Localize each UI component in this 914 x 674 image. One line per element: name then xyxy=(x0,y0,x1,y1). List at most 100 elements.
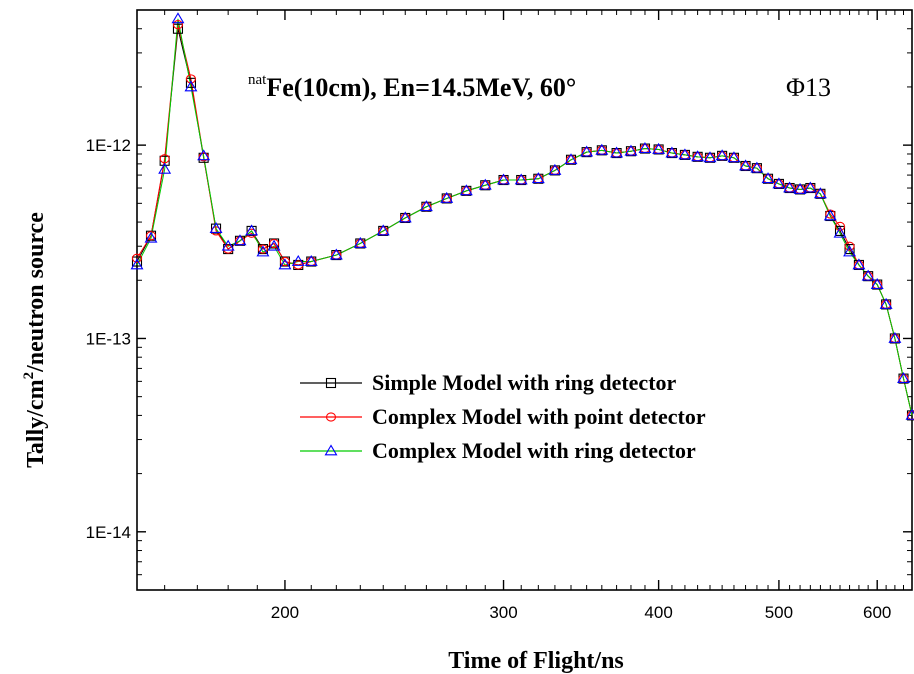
y-axis-title-rest: /neutron source xyxy=(23,212,49,373)
data-point xyxy=(739,159,753,171)
series-3 xyxy=(136,18,913,416)
annotation-label: Φ13 xyxy=(786,73,831,102)
y-axis-title-superscript: 2 xyxy=(21,372,37,380)
data-point xyxy=(257,244,268,254)
data-point xyxy=(184,80,198,92)
x-axis-title: Time of Flight/ns xyxy=(448,648,624,674)
data-point xyxy=(304,254,318,266)
data-point xyxy=(459,184,473,196)
legend: Simple Model with ring detector Complex M… xyxy=(300,370,706,463)
data-point xyxy=(171,12,185,24)
data-point xyxy=(478,178,492,190)
data-point xyxy=(221,239,235,251)
series-markers-3 xyxy=(130,12,914,420)
data-point xyxy=(440,191,454,203)
data-point xyxy=(548,163,562,175)
data-point xyxy=(144,231,158,243)
data-point xyxy=(638,141,652,153)
data-point xyxy=(905,408,914,420)
x-tick-label: 600 xyxy=(863,603,891,622)
data-point xyxy=(256,245,270,257)
data-point xyxy=(398,211,412,223)
data-point xyxy=(665,146,679,158)
data-point xyxy=(514,173,528,185)
data-point xyxy=(870,277,884,289)
data-point xyxy=(703,151,717,163)
data-point xyxy=(803,181,817,193)
y-tick-label: 1E-12 xyxy=(86,136,131,155)
legend-marker xyxy=(325,377,337,389)
y-tick-label: 1E-13 xyxy=(86,329,131,348)
data-point xyxy=(691,150,705,162)
data-point xyxy=(131,256,143,267)
data-point xyxy=(269,238,280,249)
series-line xyxy=(136,18,913,416)
x-tick-label: 300 xyxy=(489,603,517,622)
data-point xyxy=(497,173,510,185)
data-point xyxy=(844,244,855,255)
data-point xyxy=(209,222,223,234)
legend-label: Complex Model with point detector xyxy=(372,404,706,429)
data-point xyxy=(580,145,594,157)
title-superscript: nat xyxy=(248,72,267,88)
data-point xyxy=(761,172,775,184)
plot-area-border xyxy=(136,9,913,591)
data-point xyxy=(158,162,172,174)
data-point xyxy=(727,151,741,163)
data-point xyxy=(172,23,184,34)
data-point xyxy=(861,269,875,281)
y-axis: 1E-14 1E-13 1E-12 xyxy=(86,9,912,591)
data-point xyxy=(172,20,184,30)
y-tick-label: 1E-14 xyxy=(86,523,131,542)
data-point xyxy=(652,142,666,154)
data-point xyxy=(233,234,247,246)
x-tick-label: 500 xyxy=(765,603,793,622)
data-point xyxy=(813,187,827,199)
x-axis: 200 300 400 500 600 xyxy=(164,10,913,622)
data-point xyxy=(185,74,197,84)
data-point xyxy=(888,331,902,343)
data-point xyxy=(834,225,846,236)
data-point xyxy=(844,241,855,251)
data-point xyxy=(353,236,367,248)
data-point xyxy=(531,172,545,184)
data-point xyxy=(834,221,846,231)
data-point xyxy=(267,239,281,251)
y-axis-title-main: Tally/cm xyxy=(23,379,49,467)
legend-marker xyxy=(324,444,338,456)
title-main: Fe(10cm), En=14.5MeV, 60° xyxy=(266,73,576,102)
data-point xyxy=(715,149,729,161)
data-point xyxy=(130,258,144,270)
data-point xyxy=(278,258,292,270)
data-point xyxy=(772,177,786,189)
data-point xyxy=(843,245,857,257)
y-axis-title: Tally/cm2/neutron source xyxy=(21,212,49,468)
legend-label: Complex Model with ring detector xyxy=(372,438,696,463)
data-point xyxy=(610,146,624,158)
chart-title: natFe(10cm), En=14.5MeV, 60° xyxy=(248,72,576,102)
data-point xyxy=(678,148,692,160)
data-point xyxy=(185,77,197,88)
x-tick-label: 200 xyxy=(271,603,299,622)
data-point xyxy=(197,149,211,161)
legend-marker xyxy=(325,412,337,422)
data-point xyxy=(897,372,910,384)
data-point xyxy=(419,200,433,212)
data-point xyxy=(595,143,609,155)
data-point xyxy=(564,153,578,165)
data-point xyxy=(245,224,259,236)
data-point xyxy=(750,161,764,173)
data-point xyxy=(624,144,638,156)
x-tick-label: 400 xyxy=(644,603,672,622)
data-point xyxy=(329,248,343,260)
data-point xyxy=(833,226,847,238)
data-point xyxy=(376,224,390,236)
data-point xyxy=(131,253,143,263)
legend-label: Simple Model with ring detector xyxy=(372,370,677,395)
data-point xyxy=(793,182,807,194)
data-point xyxy=(198,152,209,162)
data-point xyxy=(291,254,305,266)
plot-frame xyxy=(136,9,913,591)
data-point xyxy=(783,181,797,193)
